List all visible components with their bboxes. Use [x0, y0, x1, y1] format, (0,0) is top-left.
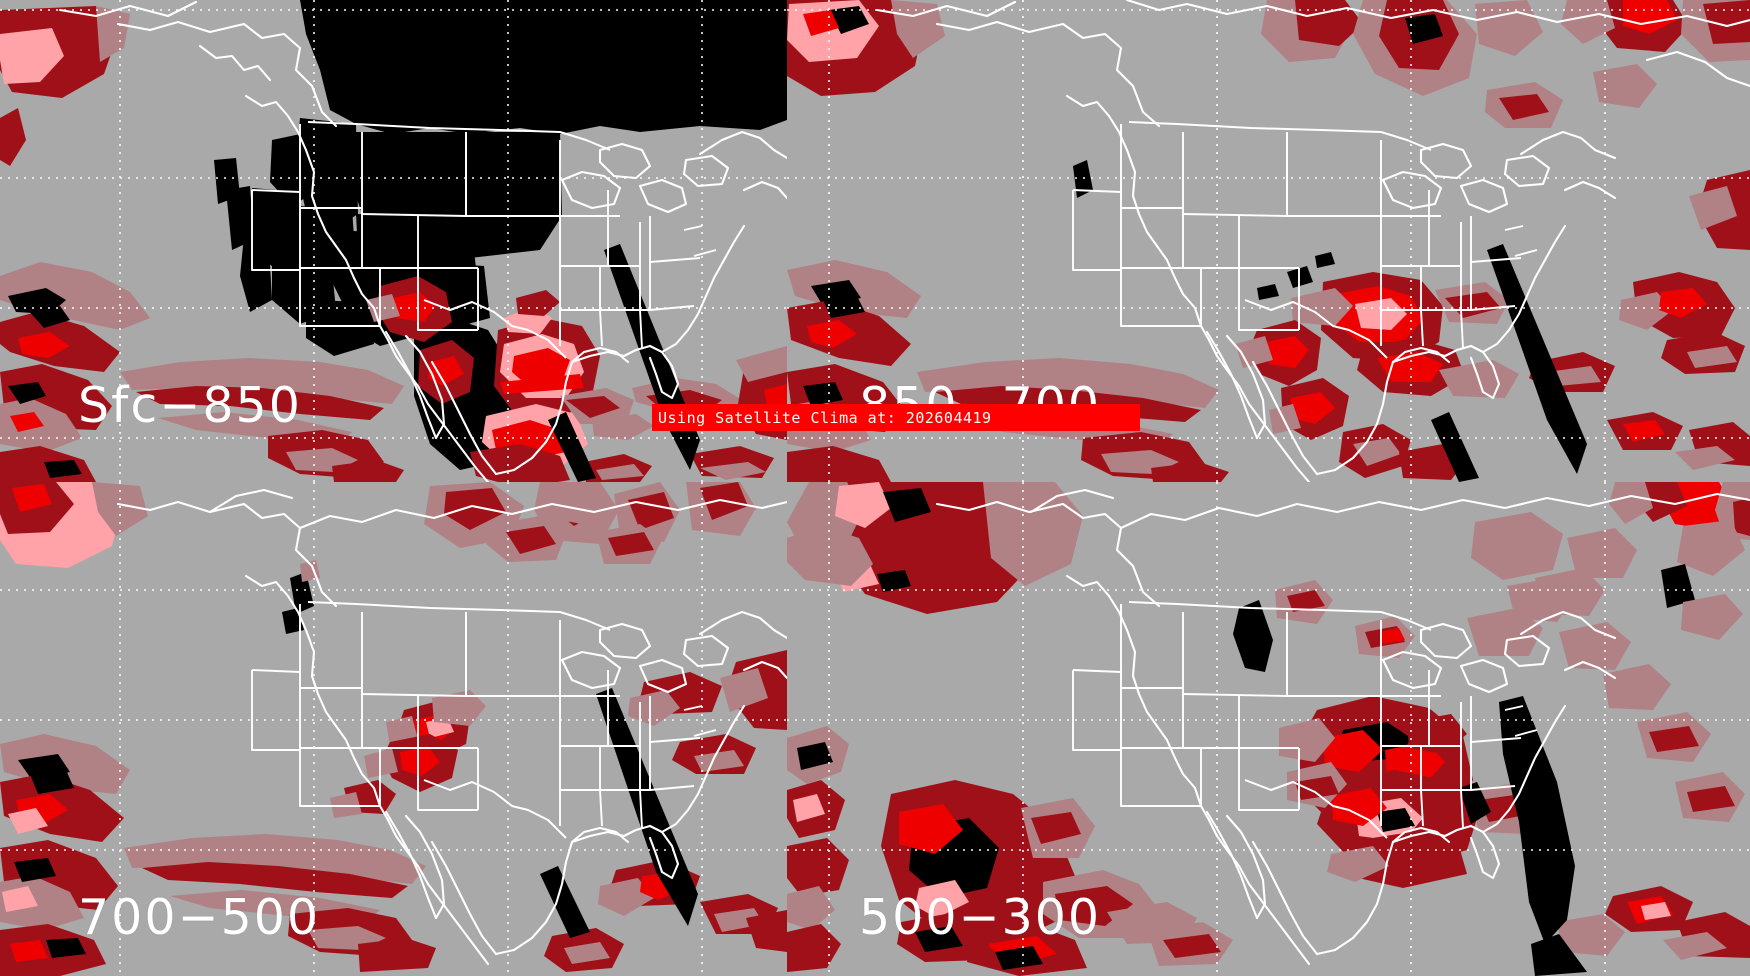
map-outlines: [58, 0, 787, 482]
map-outlines: [935, 488, 1750, 966]
status-banner-text: Using Satellite Clima at: 202604419: [658, 408, 992, 427]
panel-850-700[interactable]: 850−700: [787, 0, 1750, 482]
anomaly-field: [0, 482, 787, 976]
map-outlines: [116, 488, 787, 966]
panel-label-500-300: 500−300: [859, 889, 1102, 946]
anomaly-field: [787, 482, 1750, 976]
panel-700-500[interactable]: 700−500: [0, 482, 787, 976]
panel-700-500-map: [0, 482, 787, 976]
panel-sfc-850[interactable]: Sfc−850: [0, 0, 787, 482]
graticule: [0, 0, 787, 482]
map-outlines: [875, 0, 1750, 482]
panel-500-300[interactable]: 500−300: [787, 482, 1750, 976]
anomaly-field: [0, 0, 787, 482]
panel-850-700-map: [787, 0, 1750, 482]
graticule: [787, 482, 1750, 976]
panel-sfc-850-map: [0, 0, 787, 482]
graticule: [0, 482, 787, 976]
panel-label-700-500: 700−500: [78, 889, 321, 946]
panel-label-sfc-850: Sfc−850: [78, 377, 302, 434]
panel-500-300-map: [787, 482, 1750, 976]
anomaly-field: [787, 0, 1750, 482]
status-banner: Using Satellite Clima at: 202604419: [652, 404, 1140, 431]
